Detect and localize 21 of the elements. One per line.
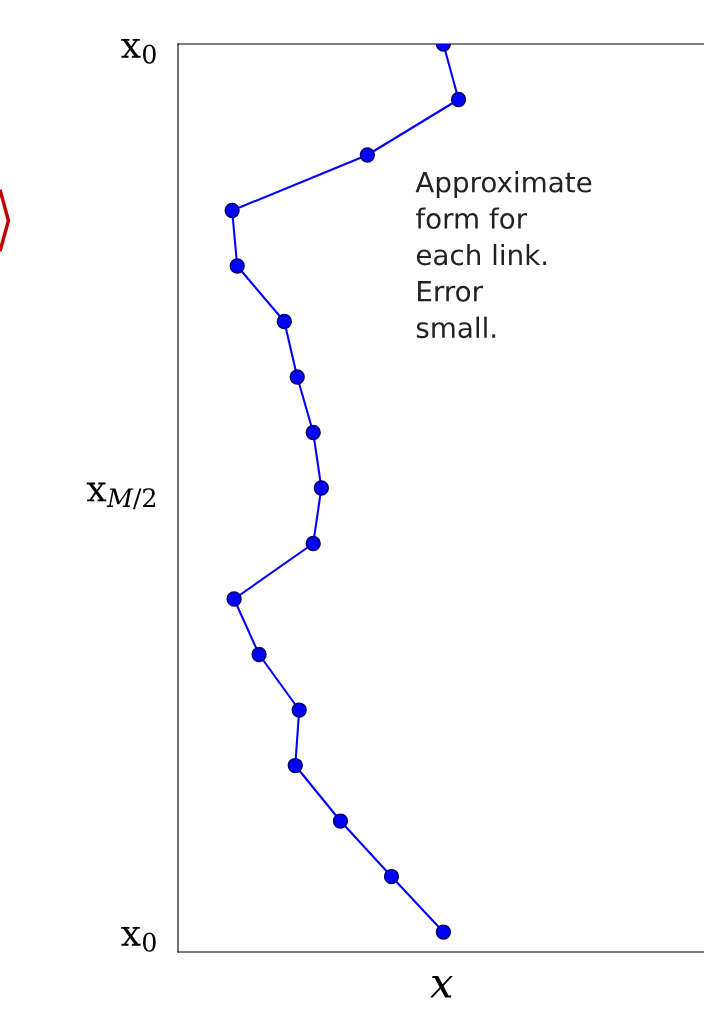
y-tick-label: x$_{M/2}$: [86, 482, 156, 510]
point: [313, 480, 329, 496]
point: [289, 369, 305, 385]
point: [291, 702, 307, 718]
point: [435, 924, 452, 940]
point: [450, 91, 467, 108]
point: [226, 591, 242, 607]
point: [251, 646, 267, 663]
annotation: Approximate form for each link. Error small.: [415, 171, 592, 339]
point: [229, 258, 245, 274]
point: [305, 424, 321, 441]
point: [287, 757, 303, 774]
point: [359, 147, 376, 163]
y-tick-label: x$_{0}$: [121, 926, 156, 952]
point: [305, 535, 321, 552]
point: [276, 313, 292, 330]
y-tick-label: x$_{0}$: [121, 38, 156, 64]
point: [383, 868, 400, 885]
x-axis-title: x: [430, 975, 453, 998]
point: [224, 202, 240, 219]
point: [332, 813, 349, 829]
